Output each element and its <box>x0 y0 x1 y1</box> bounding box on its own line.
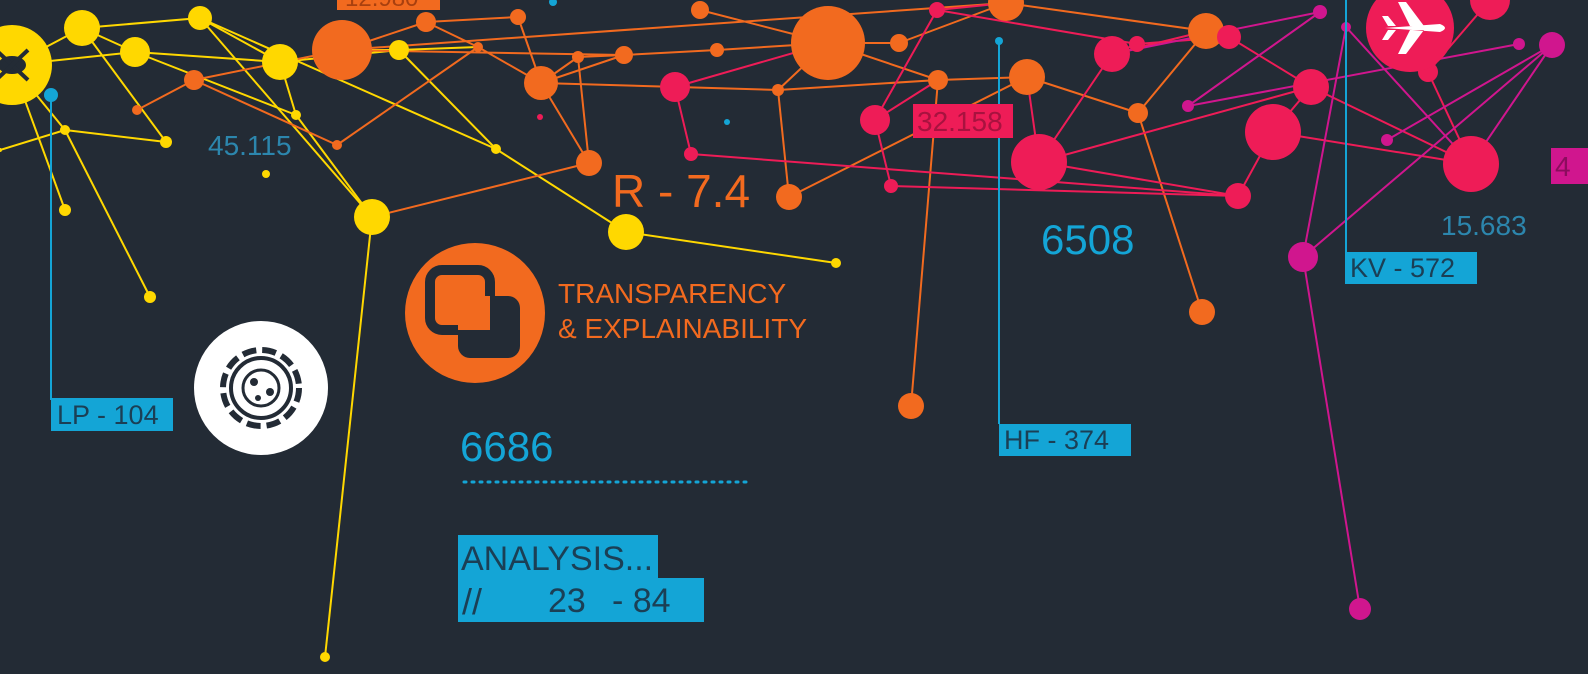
network-node <box>660 72 690 102</box>
network-node <box>120 37 150 67</box>
network-node <box>576 150 602 176</box>
network-node <box>184 70 204 90</box>
callout-label: LP - 104 <box>57 400 159 430</box>
network-node <box>320 652 330 662</box>
status-prefix: // <box>462 581 482 622</box>
gear-badge <box>194 321 328 455</box>
network-node <box>929 2 945 18</box>
network-node <box>60 125 70 135</box>
network-label: 32.158 <box>917 106 1003 137</box>
network-node <box>1225 183 1251 209</box>
network-node <box>1313 5 1327 19</box>
network-node <box>1009 59 1045 95</box>
network-node <box>416 12 436 32</box>
network-node <box>772 84 784 96</box>
network-node <box>791 6 865 80</box>
counter: 6686 <box>460 423 553 470</box>
network-label: 6508 <box>1041 216 1134 263</box>
network-node <box>291 110 301 120</box>
network-node <box>608 214 644 250</box>
network-node <box>710 43 724 57</box>
network-node <box>491 144 501 154</box>
network-node <box>510 9 526 25</box>
network-node <box>59 204 71 216</box>
badge-title: TRANSPARENCY <box>558 278 787 309</box>
network-node <box>262 170 270 178</box>
network-node <box>524 66 558 100</box>
infographic: 12.980 45.115 R - 7.4 32.158 6508 15.683… <box>0 0 1588 674</box>
transparency-badge <box>405 243 545 383</box>
network-node <box>898 393 924 419</box>
network-node <box>64 10 100 46</box>
network-node <box>572 51 584 63</box>
network-node <box>1189 299 1215 325</box>
network-node <box>312 20 372 80</box>
network-node <box>1381 134 1393 146</box>
network-label: 45.115 <box>208 130 292 161</box>
network-node <box>724 119 730 125</box>
network-node <box>1094 36 1130 72</box>
callout-label: KV - 572 <box>1350 253 1455 283</box>
network-node <box>1288 242 1318 272</box>
network-node <box>1011 134 1067 190</box>
network-node <box>1182 100 1194 112</box>
network-node <box>354 199 390 235</box>
badge-title: & EXPLAINABILITY <box>558 313 807 344</box>
network-label: 12.980 <box>345 0 418 12</box>
network-node <box>188 6 212 30</box>
network-node <box>132 105 142 115</box>
network-label: 15.683 <box>1441 210 1527 241</box>
network-node <box>1217 25 1241 49</box>
network-node <box>1129 36 1145 52</box>
status-to: - 84 <box>612 582 671 620</box>
network-node <box>1349 598 1371 620</box>
network-node <box>776 184 802 210</box>
network-node <box>615 46 633 64</box>
network-label: 4 <box>1555 151 1571 182</box>
network-node <box>1245 104 1301 160</box>
network-node <box>144 291 156 303</box>
network-node <box>1539 32 1565 58</box>
network-node <box>389 40 409 60</box>
network-node <box>473 42 483 52</box>
network-node <box>160 136 172 148</box>
network-node <box>890 34 908 52</box>
network-node <box>1513 38 1525 50</box>
network-node <box>691 1 709 19</box>
network-node <box>884 179 898 193</box>
network-node <box>537 114 543 120</box>
network-node <box>262 44 298 80</box>
network-node <box>1293 69 1329 105</box>
network-node <box>1128 103 1148 123</box>
callout-label: HF - 374 <box>1004 425 1109 455</box>
network-label: R - 7.4 <box>612 165 750 217</box>
network-node <box>928 70 948 90</box>
network-node <box>831 258 841 268</box>
status-title: ANALYSIS... <box>461 540 653 578</box>
network-node <box>332 140 342 150</box>
network-node <box>1443 136 1499 192</box>
network-node <box>1188 13 1224 49</box>
network-node <box>860 105 890 135</box>
status-from: 23 <box>548 582 586 620</box>
network-node <box>684 147 698 161</box>
